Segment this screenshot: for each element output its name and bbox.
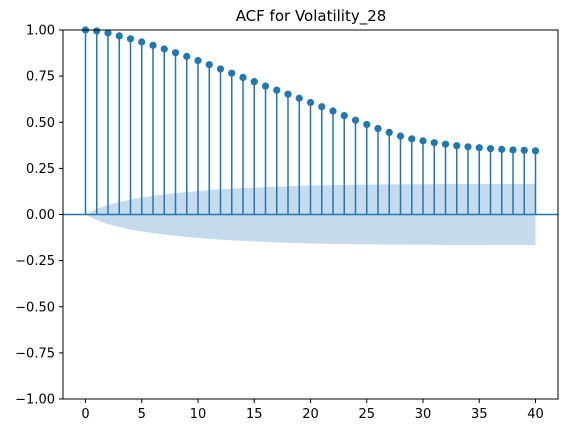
acf-point — [419, 137, 427, 145]
acf-point — [284, 90, 292, 98]
y-tick-label: 0.00 — [26, 208, 55, 223]
acf-point — [385, 128, 393, 136]
acf-point — [453, 142, 461, 150]
acf-point — [329, 107, 337, 115]
acf-point — [430, 139, 438, 147]
x-tick-label: 10 — [190, 407, 207, 422]
x-tick-label: 0 — [81, 407, 89, 422]
y-tick-label: 0.25 — [26, 162, 55, 177]
y-tick-label: −1.00 — [15, 393, 55, 408]
acf-point — [115, 32, 123, 40]
chart-title: ACF for Volatility_28 — [236, 7, 387, 26]
stem-layer — [63, 26, 558, 216]
acf-point — [475, 144, 483, 152]
x-tick-label: 5 — [138, 407, 146, 422]
acf-point — [396, 132, 405, 140]
acf-point — [340, 112, 348, 120]
acf-point — [228, 69, 236, 77]
acf-point — [250, 78, 258, 86]
acf-point — [441, 140, 450, 148]
x-tick-label: 25 — [358, 407, 375, 422]
acf-point — [408, 135, 416, 143]
y-tick-label: 0.50 — [26, 116, 55, 131]
acf-point — [183, 52, 191, 60]
axes-layer: 0 5 10 15 20 25 30 35 40 1.00 0.75 0.50 0.25 0.00 −0.2… — [15, 24, 559, 422]
acf-point — [351, 116, 360, 124]
acf-point — [171, 49, 180, 57]
y-tick-label: 1.00 — [26, 24, 55, 39]
acf-point — [261, 82, 270, 90]
acf-point — [126, 35, 135, 43]
acf-point — [520, 146, 528, 154]
acf-point — [498, 145, 506, 153]
acf-point — [509, 146, 517, 154]
acf-point — [531, 147, 540, 155]
acf-point — [205, 61, 213, 69]
x-tick-label: 30 — [415, 407, 432, 422]
acf-point — [104, 29, 112, 37]
acf-point — [93, 27, 101, 35]
acf-point — [486, 145, 495, 153]
acf-point — [149, 41, 157, 49]
y-tick-label: −0.75 — [15, 346, 55, 361]
y-tick-label: 0.75 — [26, 70, 55, 85]
acf-point — [318, 103, 326, 111]
x-tick-label: 20 — [302, 407, 319, 422]
y-tick-label: −0.50 — [15, 300, 55, 315]
x-tick-label: 35 — [471, 407, 488, 422]
y-tick-label: −0.25 — [15, 254, 55, 269]
acf-point — [160, 45, 168, 53]
acf-point — [374, 124, 382, 133]
acf-point — [295, 94, 303, 102]
acf-point — [216, 65, 225, 73]
acf-point — [194, 57, 202, 65]
acf-point — [239, 73, 247, 82]
acf-point — [138, 38, 146, 46]
acf-point — [464, 143, 472, 151]
x-tick-label: 15 — [246, 407, 263, 422]
acf-point — [273, 86, 281, 94]
acf-point — [363, 120, 371, 129]
x-tick-label: 40 — [527, 407, 544, 422]
acf-point — [306, 98, 315, 107]
